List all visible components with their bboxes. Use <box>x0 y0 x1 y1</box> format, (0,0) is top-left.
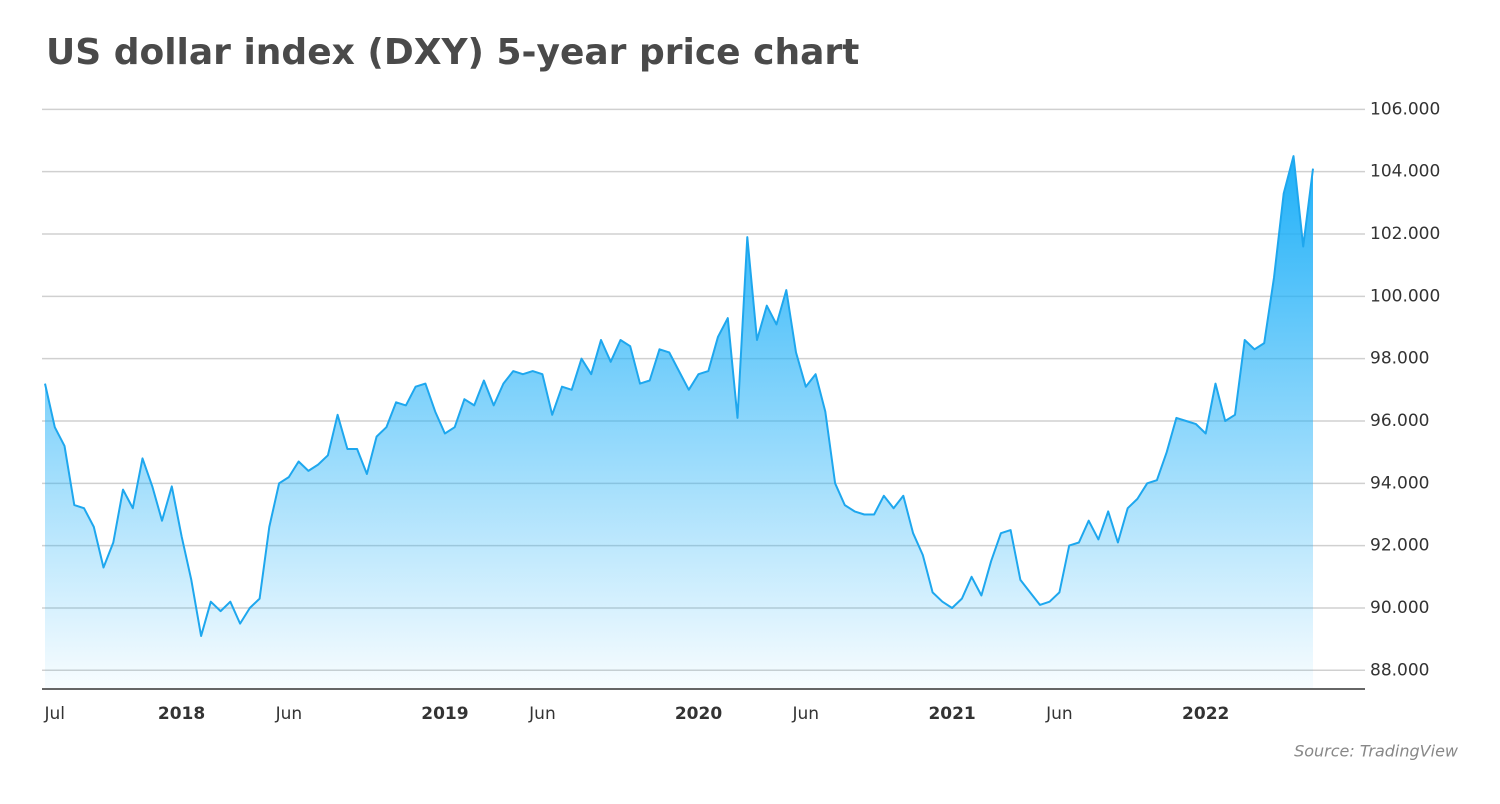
y-tick-label: 90.000 <box>1370 598 1429 618</box>
x-tick-label: 2019 <box>421 704 468 724</box>
y-tick-label: 98.000 <box>1370 349 1429 369</box>
y-tick-label: 94.000 <box>1370 473 1429 493</box>
chart-title: US dollar index (DXY) 5-year price chart <box>46 32 859 73</box>
y-tick-label: 88.000 <box>1370 660 1429 680</box>
x-tick-label: Jun <box>275 704 303 724</box>
x-tick-label: 2018 <box>158 704 205 724</box>
x-tick-label: 2021 <box>928 704 975 724</box>
x-tick-label: Jun <box>1045 704 1073 724</box>
y-tick-label: 100.000 <box>1370 286 1440 306</box>
x-tick-label: Jun <box>792 704 820 724</box>
x-tick-label: 2022 <box>1182 704 1229 724</box>
y-tick-label: 92.000 <box>1370 536 1429 556</box>
x-tick-label: Jul <box>43 704 65 724</box>
source-note: Source: TradingView <box>1294 742 1459 761</box>
y-tick-label: 102.000 <box>1370 224 1440 244</box>
x-tick-label: Jun <box>528 704 556 724</box>
line <box>44 155 1314 637</box>
x-tick-label: 2020 <box>675 704 722 724</box>
y-tick-label: 96.000 <box>1370 411 1429 431</box>
y-tick-label: 104.000 <box>1370 162 1440 182</box>
y-tick-label: 106.000 <box>1370 99 1440 119</box>
area <box>45 156 1313 690</box>
